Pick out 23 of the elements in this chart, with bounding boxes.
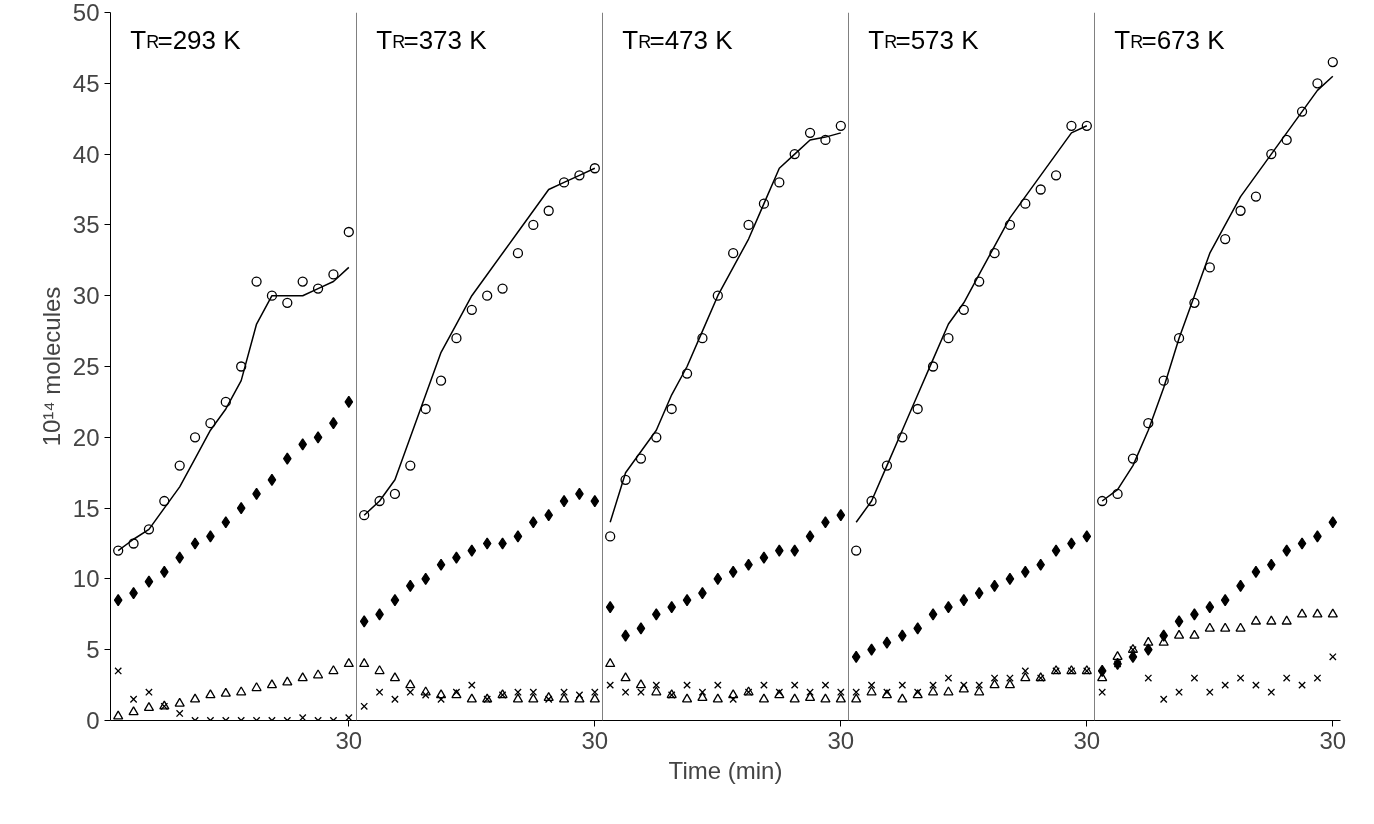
y-tick-label: 5 bbox=[86, 636, 100, 664]
x-tick-label: 30 bbox=[335, 726, 363, 754]
x-tick-label: 30 bbox=[827, 726, 855, 754]
annotation: TR=293 K bbox=[130, 24, 242, 55]
y-tick-label: 50 bbox=[72, 0, 100, 26]
y-tick-label: 10 bbox=[72, 565, 100, 593]
y-tick-label: 40 bbox=[72, 140, 100, 168]
y-tick-label: 0 bbox=[86, 707, 100, 734]
y-tick-label: 25 bbox=[72, 353, 100, 380]
x-tick-label: 30 bbox=[1319, 726, 1347, 754]
y-tick-label: 45 bbox=[72, 69, 100, 97]
x-tick-label: 30 bbox=[581, 726, 609, 754]
y-tick-label: 15 bbox=[72, 494, 100, 522]
y-tick-label: 35 bbox=[72, 211, 100, 239]
annotation: TR=573 K bbox=[868, 24, 980, 55]
y-axis-title: 10¹⁴ molecules bbox=[37, 286, 65, 447]
annotation: TR=673 K bbox=[1114, 24, 1226, 55]
x-axis-title: Time (min) bbox=[668, 756, 783, 784]
x-tick-label: 30 bbox=[1073, 726, 1101, 754]
annotation: TR=373 K bbox=[376, 24, 488, 55]
y-tick-label: 30 bbox=[72, 282, 100, 310]
y-tick-label: 20 bbox=[72, 423, 100, 451]
annotation: TR=473 K bbox=[622, 24, 734, 55]
